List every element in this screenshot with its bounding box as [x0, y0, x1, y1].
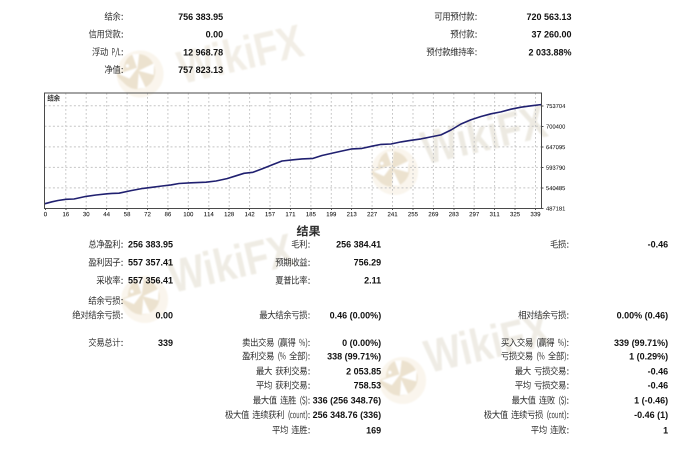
svg-text:0.00: 0.00: [155, 310, 173, 320]
svg-text:256 383.95: 256 383.95: [128, 240, 173, 250]
svg-text:756.29: 756.29: [354, 258, 382, 268]
svg-text:12 968.78: 12 968.78: [183, 47, 223, 57]
svg-text:-0.46: -0.46: [648, 240, 669, 250]
svg-text:256 384.41: 256 384.41: [336, 240, 381, 250]
svg-text:1 (-0.46): 1 (-0.46): [634, 396, 668, 406]
svg-text:336 (256 348.76): 336 (256 348.76): [313, 396, 382, 406]
svg-text:720 563.13: 720 563.13: [526, 12, 571, 22]
svg-text:169: 169: [366, 425, 381, 435]
svg-text:0.00: 0.00: [206, 30, 224, 40]
svg-text:339: 339: [158, 338, 173, 348]
svg-text:256 348.76 (336): 256 348.76 (336): [313, 410, 382, 420]
svg-text:0.46 (0.00%): 0.46 (0.00%): [330, 310, 382, 320]
svg-text:557 357.41: 557 357.41: [128, 258, 173, 268]
svg-text:1 (0.29%): 1 (0.29%): [629, 351, 668, 361]
svg-text:2.11: 2.11: [364, 276, 381, 286]
svg-text:-0.46: -0.46: [648, 381, 669, 391]
svg-text:0 (0.00%): 0 (0.00%): [342, 338, 381, 348]
svg-text:557 356.41: 557 356.41: [128, 276, 173, 286]
svg-text:758.53: 758.53: [354, 381, 382, 391]
svg-text:-0.46 (1): -0.46 (1): [634, 410, 668, 420]
svg-text:757 823.13: 757 823.13: [178, 65, 223, 75]
svg-text:37 260.00: 37 260.00: [531, 30, 571, 40]
svg-text:756 383.95: 756 383.95: [178, 12, 223, 22]
svg-text:-0.46: -0.46: [648, 366, 669, 376]
svg-text:0.00% (0.46): 0.00% (0.46): [617, 310, 669, 320]
svg-text:338 (99.71%): 338 (99.71%): [327, 351, 381, 361]
svg-text:WikiFX: WikiFX: [416, 95, 551, 174]
svg-text:1: 1: [663, 425, 668, 435]
svg-text:2 033.88%: 2 033.88%: [528, 47, 571, 57]
svg-text:2 053.85: 2 053.85: [346, 366, 381, 376]
svg-text:339 (99.71%): 339 (99.71%): [614, 338, 668, 348]
svg-text:WikiFX: WikiFX: [420, 304, 555, 383]
